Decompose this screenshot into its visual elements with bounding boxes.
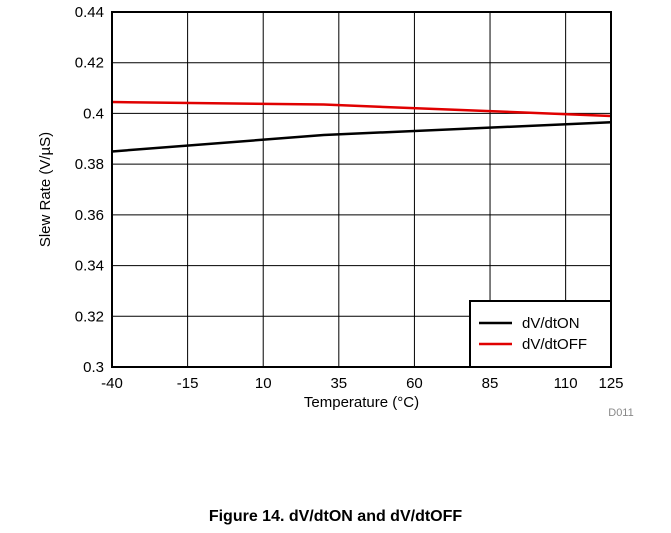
legend-label: dV/dtON <box>522 315 580 332</box>
figure-caption: Figure 14. dV/dtON and dV/dtOFF <box>208 508 463 525</box>
x-tick-label: 60 <box>406 375 423 392</box>
y-tick-label: 0.38 <box>75 156 104 173</box>
x-tick-label: 35 <box>330 375 347 392</box>
x-tick-label: 110 <box>554 375 578 392</box>
y-axis-label: Slew Rate (V/µS) <box>37 132 54 247</box>
x-tick-label: 85 <box>482 375 499 392</box>
y-tick-labels: 0.44 0.42 0.4 0.38 0.36 0.34 0.32 0.3 <box>75 4 104 376</box>
x-tick-labels: -40 -15 10 35 60 85 110 125 <box>101 375 623 392</box>
y-tick-label: 0.42 <box>75 55 104 72</box>
y-tick-label: 0.36 <box>75 207 104 224</box>
y-tick-label: 0.34 <box>75 258 104 275</box>
y-tick-label: 0.3 <box>83 359 104 376</box>
chart: 0.44 0.42 0.4 0.38 0.36 0.34 0.32 0.3 -40 -15 10 3… <box>37 4 634 419</box>
x-tick-label: 10 <box>255 375 272 392</box>
y-tick-label: 0.32 <box>75 308 104 325</box>
x-tick-label: 125 <box>598 375 623 392</box>
legend: dV/dtON dV/dtOFF <box>469 300 612 368</box>
y-tick-label: 0.44 <box>75 4 104 21</box>
legend-box <box>469 300 612 368</box>
x-tick-label: -40 <box>101 375 123 392</box>
y-tick-label: 0.4 <box>83 105 104 122</box>
figure-code: D011 <box>608 407 633 419</box>
series-line-1 <box>111 100 612 118</box>
x-axis-label: Temperature (°C) <box>304 394 419 411</box>
series-lines <box>111 100 612 153</box>
grid-lines <box>112 12 611 367</box>
x-tick-label: -15 <box>177 375 199 392</box>
plot-frame <box>111 11 612 368</box>
legend-label: dV/dtOFF <box>522 336 587 353</box>
series-line-0 <box>111 121 612 153</box>
